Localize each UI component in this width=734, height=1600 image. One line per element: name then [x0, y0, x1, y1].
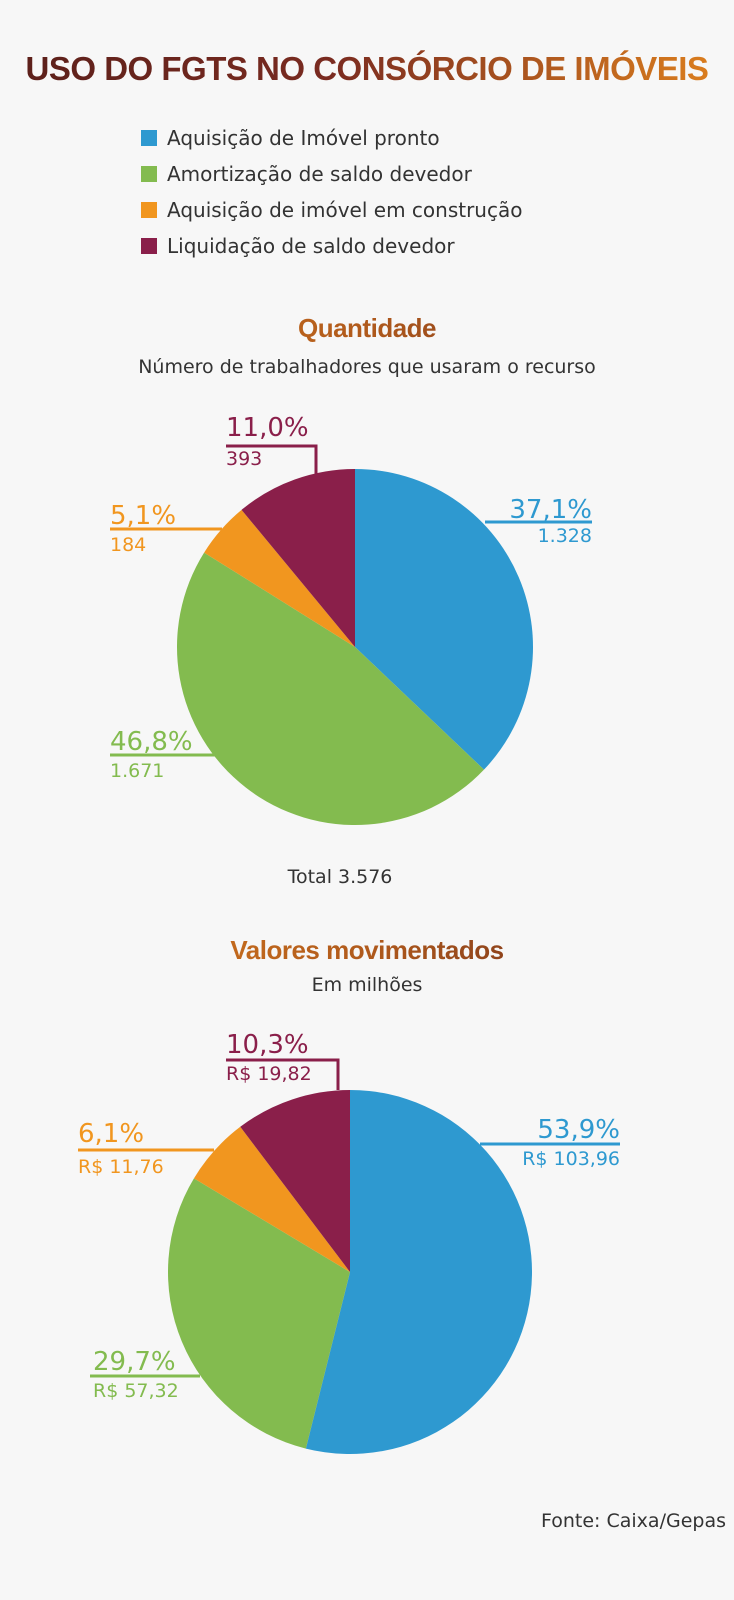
- value-label: R$ 103,96: [522, 1148, 620, 1170]
- percent-label: 46,8%: [110, 727, 193, 757]
- value-label: R$ 57,32: [93, 1380, 179, 1402]
- legend-label: Liquidação de saldo devedor: [167, 234, 455, 258]
- value-label: R$ 11,76: [78, 1156, 164, 1178]
- pie-slice: [241, 469, 355, 647]
- value-label: 393: [226, 448, 262, 470]
- legend-swatch-green: [141, 166, 157, 182]
- percent-label: 5,1%: [110, 501, 176, 531]
- value-label: 1.671: [110, 760, 164, 782]
- percent-label: 29,7%: [93, 1347, 176, 1377]
- percent-label: 37,1%: [509, 495, 592, 525]
- legend-item: Liquidação de saldo devedor: [141, 228, 522, 264]
- legend-swatch-orange: [141, 202, 157, 218]
- legend-item: Amortização de saldo devedor: [141, 156, 522, 192]
- legend-swatch-purple: [141, 238, 157, 254]
- value-label: R$ 19,82: [226, 1063, 312, 1085]
- pie-slice: [204, 509, 355, 647]
- pie-slice: [177, 552, 484, 825]
- pie-slice: [240, 1090, 350, 1272]
- percent-label: 53,9%: [537, 1115, 620, 1145]
- values-pie-chart: 53,9% R$ 103,96 29,7% R$ 57,32 6,1% R$ 11,76 1…: [78, 1030, 620, 1454]
- legend-item: Aquisição de imóvel em construção: [141, 192, 522, 228]
- legend: Aquisição de Imóvel pronto Amortização d…: [141, 120, 522, 264]
- legend-label: Aquisição de imóvel em construção: [167, 198, 523, 222]
- pie-slice: [305, 1090, 533, 1454]
- values-chart-title: Valores movimentados: [0, 935, 734, 966]
- percent-label: 10,3%: [226, 1030, 309, 1060]
- value-label: 1.328: [538, 525, 592, 547]
- chart-title: USO DO FGTS NO CONSÓRCIO DE IMÓVEIS: [0, 50, 734, 88]
- total-label: Total 3.576: [287, 866, 393, 888]
- pie-slice: [167, 1178, 350, 1449]
- leader-line: [226, 1058, 340, 1090]
- value-label: 184: [110, 534, 146, 556]
- values-chart-subtitle: Em milhões: [311, 974, 423, 996]
- source-note: Fonte: Caixa/Gepas: [541, 1510, 726, 1532]
- quantity-chart-subtitle: Número de trabalhadores que usaram o rec…: [138, 356, 596, 378]
- quantity-pie-chart: 37,1%1.328 46,8% 1.671 5,1% 184 11,0% 393: [110, 413, 592, 825]
- legend-item: Aquisição de Imóvel pronto: [141, 120, 522, 156]
- legend-swatch-blue: [141, 130, 157, 146]
- legend-label: Aquisição de Imóvel pronto: [167, 126, 440, 150]
- pie-slice: [193, 1126, 350, 1272]
- legend-label: Amortização de saldo devedor: [167, 162, 472, 186]
- percent-label: 11,0%: [226, 413, 309, 443]
- percent-label: 6,1%: [78, 1119, 144, 1149]
- quantity-chart-title: Quantidade: [0, 313, 734, 344]
- leader-line: [226, 444, 318, 474]
- pie-slice: [355, 469, 533, 770]
